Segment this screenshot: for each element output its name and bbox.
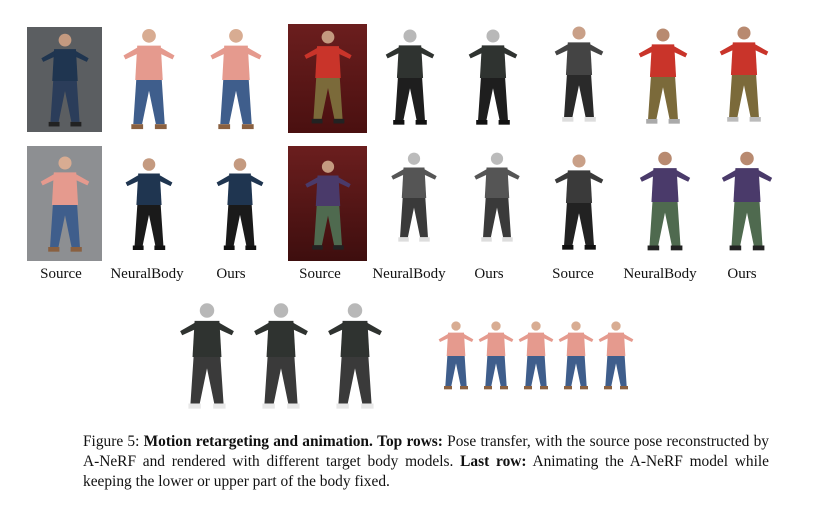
animation-frame-dark-3 (324, 296, 386, 418)
caption-part2-text: Animating the A-NeRF model while keeping… (83, 453, 770, 490)
figure-label: Figure 5: (83, 433, 140, 450)
animation-frame-dark-2 (250, 296, 312, 418)
column-label: NeuralBody (110, 266, 184, 282)
ours-render-red-shirt (716, 18, 772, 132)
animation-frame-pink-5 (596, 296, 636, 416)
source-photo-striped-man (27, 27, 102, 132)
neuralbody-render-striped-man (122, 150, 176, 260)
ours-render-pink-woman (201, 26, 271, 134)
neuralbody-render-dark-suit (382, 24, 438, 132)
caption-part1-label: Top rows: (377, 433, 443, 450)
animation-frame-pink-2 (476, 296, 516, 416)
source-render-grey-suit (551, 18, 607, 132)
column-label: Ours (727, 266, 757, 282)
neuralbody-render-seated-grey (387, 150, 441, 246)
ours-render-striped-man (213, 150, 267, 260)
source-photo-red-shirt-man (288, 24, 367, 133)
animation-frame-dark-1 (176, 296, 238, 418)
column-label: NeuralBody (623, 266, 697, 282)
ours-render-seated-grey (470, 150, 524, 246)
figure-caption: Figure 5: Motion retargeting and animati… (83, 432, 769, 492)
column-label: Source (40, 266, 82, 282)
caption-part1-text: Pose transfer, with the source pose reco… (83, 433, 769, 470)
column-label: Source (552, 266, 594, 282)
column-label: Source (299, 266, 341, 282)
ours-render-purple-shirt (718, 146, 776, 258)
animation-frame-pink-3 (516, 296, 556, 416)
source-render-seated-dark (551, 148, 607, 258)
caption-title: Motion retargeting and animation. (143, 433, 373, 450)
column-label: Ours (474, 266, 504, 282)
column-label: Ours (216, 266, 246, 282)
caption-part2-label: Last row: (460, 453, 527, 470)
animation-frame-pink-1 (436, 296, 476, 416)
source-photo-seated-man (288, 146, 367, 261)
neuralbody-render-purple-shirt (636, 146, 694, 258)
animation-frame-pink-4 (556, 296, 596, 416)
source-photo-pink-woman (27, 146, 102, 261)
ours-render-dark-suit (465, 24, 521, 132)
column-label: NeuralBody (372, 266, 446, 282)
neuralbody-render-pink-woman (114, 26, 184, 134)
neuralbody-render-red-shirt (635, 22, 691, 132)
